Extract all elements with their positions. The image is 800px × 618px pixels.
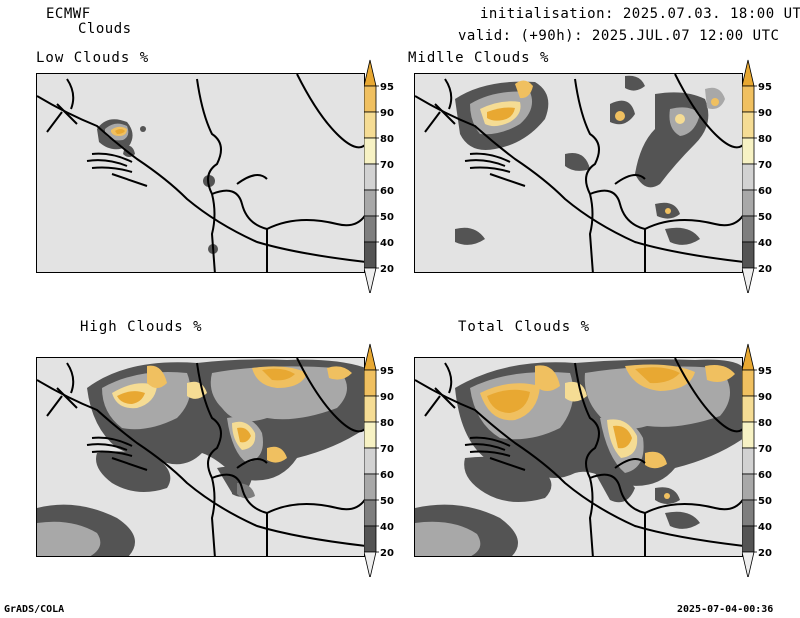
colorbar-label: 20: [380, 264, 394, 275]
colorbar-label: 90: [380, 392, 394, 403]
colorbar-max-arrow: [742, 59, 755, 87]
colorbar-segment: [364, 473, 377, 501]
colorbar-label: 95: [380, 82, 394, 93]
footer-timestamp: 2025-07-04-00:36: [677, 604, 774, 615]
colorbar-segment: [364, 395, 377, 423]
map-total-clouds: [414, 357, 743, 557]
colorbar-label: 40: [758, 522, 772, 533]
colorbar-max-arrow: [364, 343, 377, 371]
colorbar-high: 95 90 80 70 60 50 40 20: [364, 343, 394, 577]
colorbar-segment: [742, 189, 755, 217]
colorbar-label: 40: [758, 238, 772, 249]
colorbar-label: 60: [758, 470, 772, 481]
colorbar-segment: [364, 525, 377, 553]
colorbar-label: 40: [380, 238, 394, 249]
colorbar-label: 90: [758, 392, 772, 403]
colorbar-segment: [742, 473, 755, 501]
colorbar-min-arrow: [742, 267, 755, 293]
cloud-areas: [97, 119, 218, 254]
colorbar-segment: [742, 447, 755, 475]
product-name: Clouds: [78, 21, 132, 37]
colorbar-total: 95 90 80 70 60 50 40 20: [742, 343, 772, 577]
border-lines: [415, 358, 742, 556]
colorbar-segment: [742, 85, 755, 113]
map-low-clouds: [36, 73, 365, 273]
colorbar-segment: [364, 369, 377, 397]
colorbar-segment: [364, 163, 377, 191]
colorbar-segment: [364, 447, 377, 475]
colorbar-segment: [742, 137, 755, 165]
model-name: ECMWF: [46, 6, 91, 22]
colorbar-label: 20: [380, 548, 394, 559]
panel-title-middle: Midlle Clouds %: [408, 50, 550, 66]
colorbar-segment: [364, 111, 377, 139]
low-clouds-field: [37, 74, 364, 272]
colorbar-label: 80: [758, 134, 772, 145]
cloud-areas: [455, 75, 725, 245]
footer-software: GrADS/COLA: [4, 604, 65, 615]
colorbar-label: 90: [758, 108, 772, 119]
colorbar-label: 20: [758, 548, 772, 559]
cloud-areas: [415, 359, 742, 556]
colorbar-label: 95: [380, 366, 394, 377]
middle-clouds-field: [415, 74, 742, 272]
colorbar-max-arrow: [364, 59, 377, 87]
colorbar-label: 20: [758, 264, 772, 275]
colorbar-label: 60: [380, 186, 394, 197]
colorbar-segment: [742, 525, 755, 553]
colorbar-segment: [364, 215, 377, 243]
colorbar-segment: [364, 241, 377, 269]
colorbar-label: 70: [758, 160, 772, 171]
colorbar-segment: [742, 241, 755, 269]
colorbar-label: 80: [758, 418, 772, 429]
colorbar-label: 60: [758, 186, 772, 197]
high-clouds-field: [37, 358, 364, 556]
colorbar-label: 95: [758, 366, 772, 377]
colorbar-segment: [742, 395, 755, 423]
colorbar-segment: [742, 111, 755, 139]
panel-title-low: Low Clouds %: [36, 50, 150, 66]
colorbar-label: 95: [758, 82, 772, 93]
colorbar-label: 60: [380, 470, 394, 481]
colorbar-segment: [742, 215, 755, 243]
colorbar-segment: [364, 137, 377, 165]
colorbar-label: 50: [758, 212, 772, 223]
colorbar-segment: [742, 163, 755, 191]
panel-title-high: High Clouds %: [80, 319, 203, 335]
colorbar-segment: [364, 421, 377, 449]
cloud-areas: [37, 359, 364, 556]
border-lines: [37, 74, 364, 272]
colorbar-middle: 95 90 80 70 60 50 40 20: [742, 59, 772, 293]
colorbar-segment: [364, 499, 377, 527]
colorbar-label: 70: [380, 444, 394, 455]
colorbar-label: 50: [758, 496, 772, 507]
panel-title-total: Total Clouds %: [458, 319, 591, 335]
border-lines: [415, 74, 742, 272]
colorbar-label: 50: [380, 496, 394, 507]
colorbar-label: 80: [380, 134, 394, 145]
colorbar-label: 70: [758, 444, 772, 455]
colorbar-label: 90: [380, 108, 394, 119]
colorbar-segment: [742, 369, 755, 397]
colorbar-min-arrow: [742, 551, 755, 577]
colorbar-segment: [742, 421, 755, 449]
map-high-clouds: [36, 357, 365, 557]
colorbar-max-arrow: [742, 343, 755, 371]
colorbar-min-arrow: [364, 551, 377, 577]
colorbar-low: 95 90 80 70 60 50 40 20: [364, 59, 394, 293]
colorbar-label: 50: [380, 212, 394, 223]
map-middle-clouds: [414, 73, 743, 273]
colorbar-segment: [742, 499, 755, 527]
initialisation-time: initialisation: 2025.07.03. 18:00 UTC: [480, 6, 800, 22]
colorbar-label: 40: [380, 522, 394, 533]
colorbar-min-arrow: [364, 267, 377, 293]
colorbar-label: 70: [380, 160, 394, 171]
total-clouds-field: [415, 358, 742, 556]
border-lines: [37, 358, 364, 556]
colorbar-segment: [364, 189, 377, 217]
colorbar-segment: [364, 85, 377, 113]
valid-time: valid: (+90h): 2025.JUL.07 12:00 UTC: [458, 28, 780, 44]
colorbar-label: 80: [380, 418, 394, 429]
